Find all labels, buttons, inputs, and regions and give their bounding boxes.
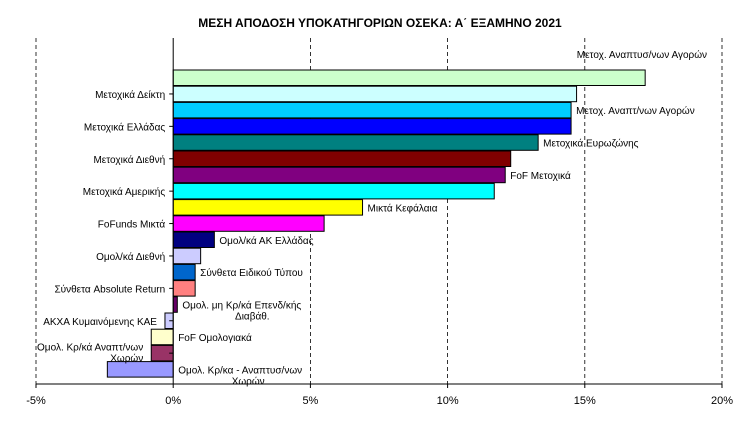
axes: -5% 0% 5% 10% 15% 20% [26, 38, 733, 407]
bar [172, 215, 325, 232]
category-label: Ομολ. μη Κρ/κά Επενδ/κής Διαβάθ. [182, 300, 301, 323]
category-label: Ομολ. Κρ/κα - Αναπτυσ/νων Χωρών [178, 365, 302, 387]
category-label: FoFunds Μικτά [98, 219, 166, 231]
bar [172, 263, 196, 281]
bar [172, 280, 196, 297]
x-tick-label: 15% [574, 395, 596, 407]
bar [172, 69, 646, 86]
bar [172, 118, 572, 135]
x-tick-label: 0% [165, 395, 181, 407]
category-label: ΑΚΧΑ Κυμαινόμενης ΚΑΕ [43, 316, 157, 328]
category-label-line: Ομολ. Κρ/κά Αναπτ/νων [37, 342, 143, 354]
category-label: Μετοχικά Ελλάδας [84, 121, 165, 133]
category-label: Μετοχικά Ευρωζώνης [543, 138, 639, 150]
category-label: Μετοχικά Αμερικής [83, 186, 166, 198]
x-tick-label: 10% [437, 395, 459, 407]
category-label: Μικτά Κεφάλαια [368, 202, 438, 214]
category-label: Σύνθετα Absolute Return [54, 283, 165, 295]
x-tick-label: 20% [711, 395, 733, 407]
bars [106, 69, 646, 378]
category-label: Ομολ/κά Διεθνή [96, 251, 165, 263]
category-label: Ομολ. Κρ/κά Αναπτ/νων Χωρών [37, 342, 143, 365]
category-label: Ομολ/κά ΑΚ Ελλάδας [219, 235, 313, 247]
category-label-line: Ομολ. Κρ/κα - Αναπτυσ/νων [178, 365, 302, 376]
bar [172, 134, 539, 151]
category-label-line: Διαβάθ. [235, 311, 270, 323]
category-label: Μετοχ. Αναπτ/νων Αγορών [576, 105, 695, 117]
chart-title: ΜΕΣΗ ΑΠΟΔΟΣΗ ΥΠΟΚΑΤΗΓΟΡΙΩΝ ΟΣΕΚΑ: Α΄ ΕΞΑ… [198, 16, 562, 30]
bar [172, 150, 512, 167]
bar [172, 231, 215, 248]
bar [172, 199, 364, 216]
x-tick-label: -5% [26, 395, 46, 407]
bar [172, 101, 572, 119]
category-label: FoF Μετοχικά [510, 170, 571, 182]
bar [150, 328, 174, 346]
category-label: Σύνθετα Ειδικού Τύπου [200, 267, 303, 279]
bar [172, 296, 178, 313]
bar [172, 166, 506, 184]
bar [172, 247, 202, 265]
bar [172, 182, 495, 200]
category-label-line: Ομολ. μη Κρ/κά Επενδ/κής [182, 300, 301, 312]
x-tick-label: 5% [302, 395, 318, 407]
category-label: FoF Ομολογιακά [178, 332, 252, 344]
category-label-line: Χωρών [232, 375, 265, 387]
category-label: Μετοχ. Αναπτυσ/νων Αγορών [577, 49, 707, 61]
category-label-line: Χωρών [110, 353, 143, 365]
category-label: Μετοχικά Διεθνή [93, 154, 165, 166]
bar [172, 85, 578, 103]
category-labels: Μετοχ. Αναπτυσ/νων Αγορών Μετοχικά Δείκτη… [37, 49, 707, 387]
category-label: Μετοχικά Δείκτη [95, 89, 165, 101]
